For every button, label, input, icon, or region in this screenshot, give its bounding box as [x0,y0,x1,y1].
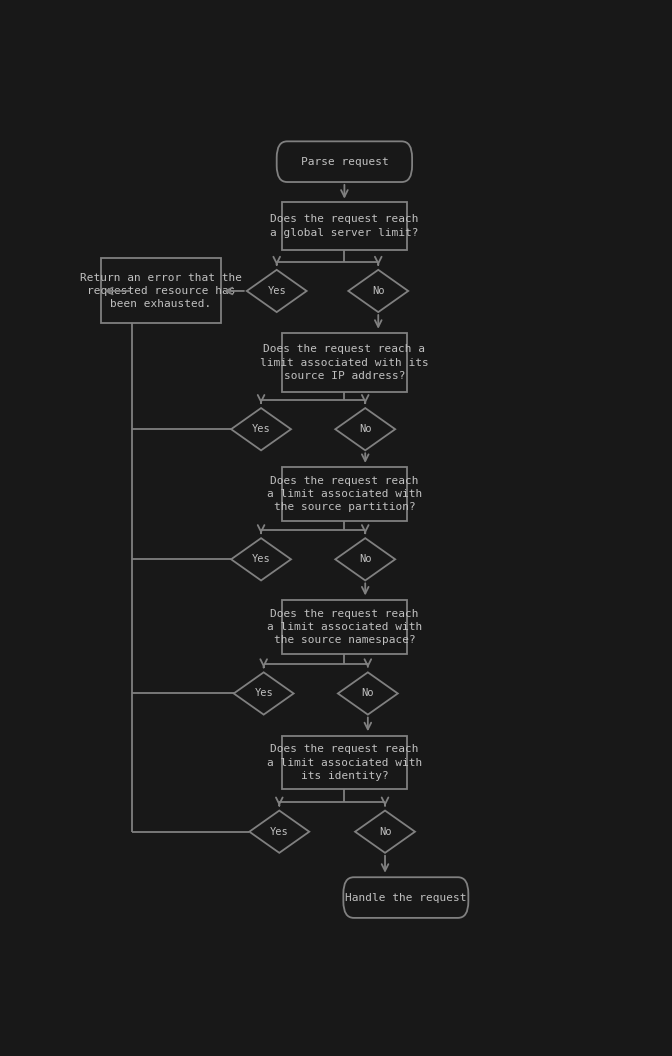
Text: No: No [359,425,372,434]
Bar [282,334,407,392]
Bar [101,259,221,323]
Text: Yes: Yes [252,425,270,434]
Polygon shape [247,270,306,313]
Text: Does the request reach
a global server limit?: Does the request reach a global server l… [270,214,419,238]
Text: No: No [372,286,384,296]
Polygon shape [234,673,294,715]
Text: No: No [359,554,372,564]
Text: Yes: Yes [254,689,273,698]
FancyBboxPatch shape [343,878,468,918]
Text: Does the request reach
a limit associated with
the source namespace?: Does the request reach a limit associate… [267,608,422,645]
Text: No: No [379,827,391,836]
Polygon shape [231,408,291,450]
Bar [282,468,407,521]
Text: Yes: Yes [270,827,289,836]
Text: Yes: Yes [252,554,270,564]
Text: Does the request reach
a limit associated with
the source partition?: Does the request reach a limit associate… [267,476,422,512]
Polygon shape [335,408,395,450]
Polygon shape [348,270,408,313]
Bar [282,202,407,250]
Text: Does the request reach
a limit associated with
its identity?: Does the request reach a limit associate… [267,744,422,780]
Polygon shape [231,539,291,581]
Text: No: No [362,689,374,698]
Text: Return an error that the
requested resource has
been exhausted.: Return an error that the requested resou… [80,272,242,309]
Polygon shape [335,539,395,581]
Polygon shape [355,811,415,853]
Text: Parse request: Parse request [300,156,388,167]
Bar [282,600,407,654]
Text: Does the request reach a
limit associated with its
source IP address?: Does the request reach a limit associate… [260,344,429,381]
Text: Yes: Yes [267,286,286,296]
Bar [282,736,407,790]
FancyBboxPatch shape [277,142,412,182]
Polygon shape [249,811,309,853]
Polygon shape [338,673,398,715]
Text: Handle the request: Handle the request [345,892,466,903]
